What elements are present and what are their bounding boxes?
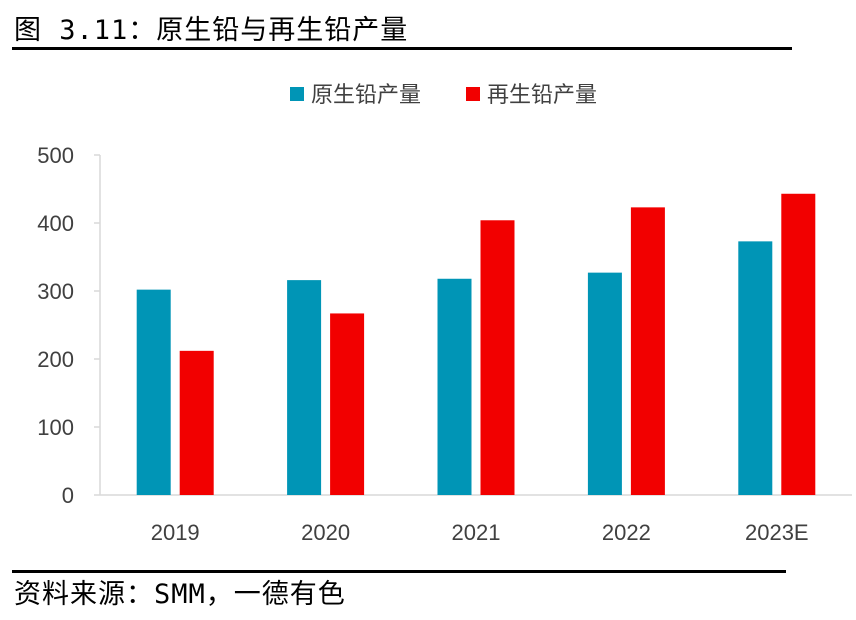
bars	[136, 193, 816, 496]
bar-secondary-2019	[179, 350, 214, 495]
bar-primary-2020	[287, 280, 322, 495]
y-axis: 0 100 200 300 400 500	[37, 143, 101, 508]
source-note: 资料来源：SMM，一德有色	[14, 579, 346, 610]
bar-primary-2019	[136, 289, 171, 495]
legend-swatch	[466, 87, 480, 101]
legend-swatch	[290, 87, 304, 101]
bar-primary-2023E	[738, 241, 773, 495]
bar-secondary-2021	[480, 220, 515, 495]
y-tick-label: 200	[37, 347, 74, 372]
legend: 原生铅产量 再生铅产量	[290, 83, 597, 108]
x-tick-label: 2019	[151, 520, 200, 545]
y-tick-label: 100	[37, 415, 74, 440]
x-tick-label: 2021	[452, 520, 501, 545]
figure-title: 图 3.11：原生铅与再生铅产量	[14, 15, 409, 46]
source-rule	[12, 570, 786, 573]
legend-label: 再生铅产量	[487, 83, 597, 108]
bar-secondary-2022	[630, 207, 665, 496]
y-tick-label: 0	[62, 483, 74, 508]
x-tick-label: 2020	[301, 520, 350, 545]
bar-secondary-2023E	[781, 193, 816, 495]
bar-chart: 0 100 200 300 400 500 2019 2020 2021 2022 2023E 原…	[37, 83, 852, 545]
x-tick-label: 2023E	[745, 520, 809, 545]
title-rule	[12, 47, 792, 50]
x-tick-label: 2022	[602, 520, 651, 545]
bar-primary-2022	[587, 272, 622, 495]
x-axis: 2019 2020 2021 2022 2023E	[100, 494, 852, 545]
legend-label: 原生铅产量	[311, 83, 421, 108]
bar-primary-2021	[437, 278, 472, 495]
bar-secondary-2020	[330, 313, 365, 495]
y-tick-label: 300	[37, 279, 74, 304]
y-tick-label: 500	[37, 143, 74, 168]
y-tick-label: 400	[37, 211, 74, 236]
